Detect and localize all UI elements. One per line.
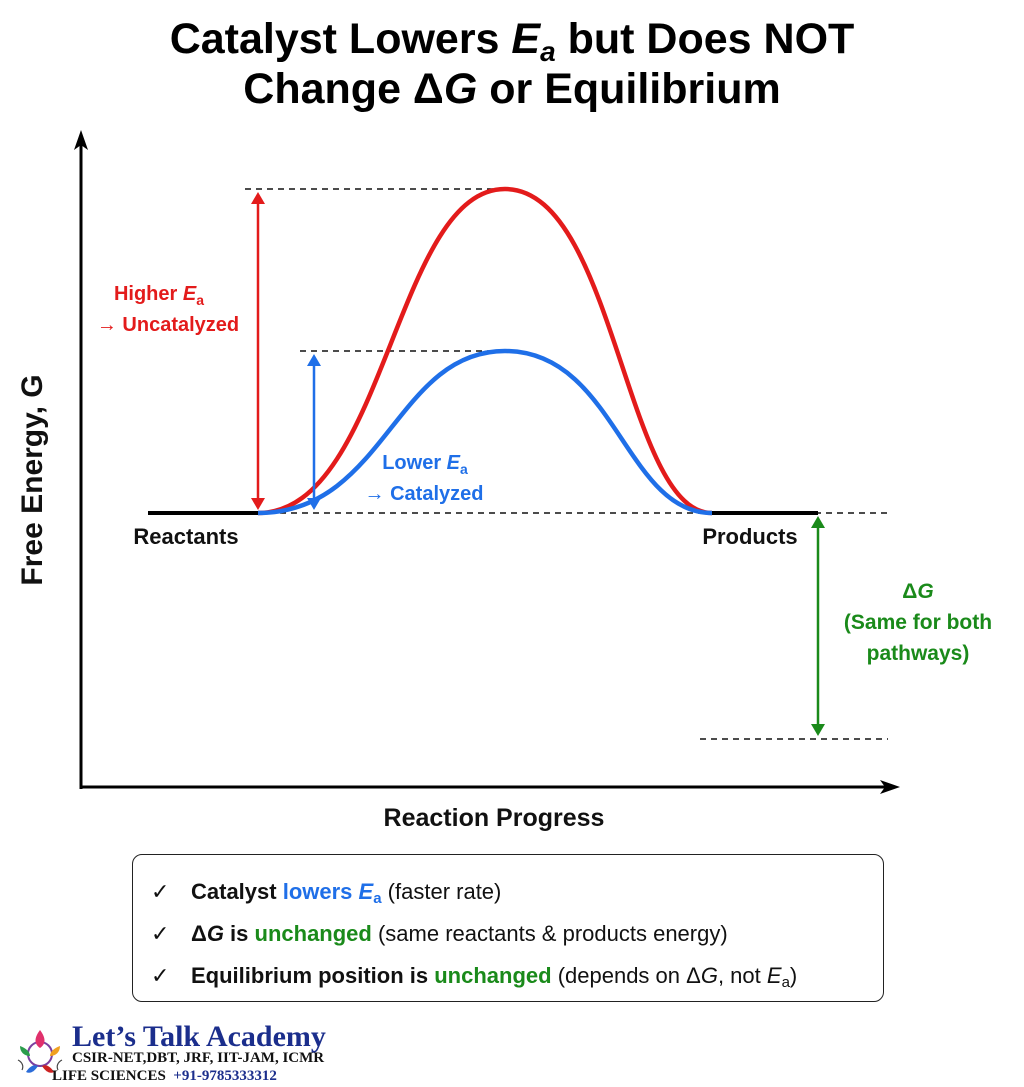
summary-delta-symbol: Δ [191, 921, 207, 946]
uncatalyzed-label-text: Higher [114, 283, 183, 305]
summary-text: , not [717, 963, 767, 988]
title-line-1: Catalyst Lowers Ea but Does NOT [0, 14, 1024, 67]
check-icon: ✓ [151, 921, 170, 946]
catalyzed-ea-symbol: E [447, 452, 461, 474]
academy-phone: +91-9785333312 [173, 1068, 277, 1084]
catalyzed-label-line-2: → Catalyzed [365, 483, 484, 505]
title-line-2: Change ΔG or Equilibrium [0, 64, 1024, 114]
academy-subject-line: LIFE SCIENCES +91-9785333312 [52, 1068, 277, 1085]
summary-text: (faster rate) [381, 879, 502, 904]
uncatalyzed-ea-symbol: E [183, 283, 197, 305]
reactants-label: Reactants [133, 524, 238, 549]
summary-ea-subscript: a [781, 974, 790, 991]
summary-item-delta-g: ✓ ΔG is unchanged (same reactants & produ… [151, 913, 883, 955]
summary-item-catalyst: ✓ Catalyst lowers Ea (faster rate) [151, 871, 883, 913]
g-symbol: G [917, 580, 933, 603]
title-text: Catalyst Lowers [169, 15, 512, 63]
academy-exams: CSIR-NET,DBT, JRF, IIT-JAM, ICMR [72, 1050, 325, 1066]
delta-g-label-line-2: (Same for both [844, 611, 992, 634]
summary-box: ✓ Catalyst lowers Ea (faster rate) ✓ ΔG is… [132, 854, 884, 1002]
summary-text: ) [789, 963, 798, 988]
delta-g-label-symbol: ΔG [902, 580, 933, 603]
summary-text: (depends on Δ [551, 963, 701, 988]
title-text: but Does NOT [555, 15, 855, 63]
y-axis-arrowhead [74, 130, 88, 150]
title-ea-subscript: a [540, 36, 556, 67]
summary-ea-symbol: E [358, 879, 374, 904]
title-ea-symbol: E [511, 15, 541, 63]
summary-g-symbol: G [206, 921, 224, 946]
academy-name: Let’s Talk Academy [72, 1020, 326, 1053]
academy-subject: LIFE SCIENCES [52, 1068, 166, 1084]
uncatalyzed-ea-subscript: a [196, 292, 204, 308]
summary-text: (same reactants & products energy) [371, 921, 728, 946]
title-text: Change Δ [243, 65, 444, 113]
summary-highlight: unchanged [254, 921, 372, 946]
uncatalyzed-label-line-1: Higher Ea [114, 283, 204, 308]
delta-symbol: Δ [902, 580, 917, 603]
catalyzed-ea-subscript: a [460, 461, 468, 477]
summary-text: is [223, 921, 255, 946]
title-text: or Equilibrium [477, 65, 781, 113]
summary-g-symbol: G [700, 963, 718, 988]
check-icon: ✓ [151, 963, 170, 988]
products-label: Products [702, 524, 797, 549]
title-g-symbol: G [443, 65, 478, 113]
catalyzed-label-text: Lower [382, 452, 446, 474]
y-axis-label: Free Energy, G [16, 374, 49, 585]
summary-ea-symbol: E [766, 963, 782, 988]
academy-logo: Let’s Talk Academy CSIR-NET,DBT, JRF, II… [6, 1020, 336, 1086]
summary-highlight: unchanged [434, 963, 552, 988]
summary-highlight: lowers [282, 879, 359, 904]
summary-text: Equilibrium position is [191, 963, 435, 988]
uncatalyzed-label-line-2: → Uncatalyzed [97, 314, 239, 336]
logo-emblem-icon [17, 1030, 63, 1073]
diagram-title: Catalyst Lowers Ea but Does NOT Change Δ… [0, 14, 1024, 114]
delta-g-label-line-3: pathways) [867, 642, 970, 665]
x-axis-label: Reaction Progress [384, 804, 605, 832]
x-axis-arrowhead [880, 780, 900, 794]
catalyzed-curve [257, 348, 713, 516]
summary-item-equilibrium: ✓ Equilibrium position is unchanged (depe… [151, 955, 883, 997]
summary-text: Catalyst [191, 879, 283, 904]
uncatalyzed-curve [257, 186, 713, 516]
catalyzed-label-line-1: Lower Ea [382, 452, 468, 477]
summary-ea-subscript: a [373, 890, 382, 907]
check-icon: ✓ [151, 879, 170, 904]
